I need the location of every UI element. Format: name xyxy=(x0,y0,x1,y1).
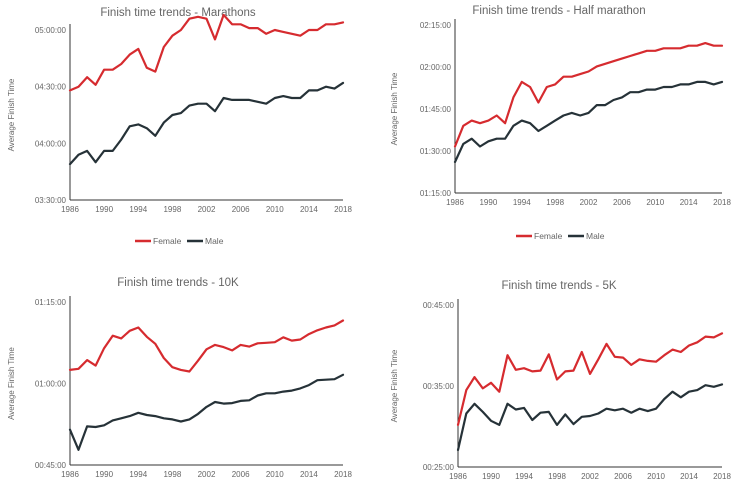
x-tick-label: 2006 xyxy=(613,198,631,207)
x-tick-label: 2010 xyxy=(266,205,284,214)
legend-label-male: Male xyxy=(205,236,224,246)
chart-title: Finish time trends - 10K xyxy=(117,277,239,289)
legend-label-female: Female xyxy=(153,236,182,246)
x-tick-label: 1998 xyxy=(163,205,181,214)
x-tick-label: 2006 xyxy=(614,472,632,481)
chart-title: Finish time trends - Half marathon xyxy=(472,5,645,17)
x-tick-label: 2018 xyxy=(334,205,352,214)
x-tick-label: 2014 xyxy=(300,205,318,214)
x-tick-label: 1994 xyxy=(129,205,147,214)
y-tick-label: 04:30:00 xyxy=(35,83,67,92)
x-tick-label: 2018 xyxy=(713,198,731,207)
x-tick-label: 2014 xyxy=(680,472,698,481)
y-axis-label: Average Finish Time xyxy=(7,78,16,151)
x-tick-label: 1990 xyxy=(95,205,113,214)
y-tick-label: 04:00:00 xyxy=(35,139,67,148)
y-tick-label: 01:45:00 xyxy=(420,105,452,114)
legend-label-male: Male xyxy=(586,231,605,241)
y-tick-label: 01:30:00 xyxy=(420,147,452,156)
y-tick-label: 02:15:00 xyxy=(420,21,452,30)
series-line-female xyxy=(68,13,345,92)
y-axis-label: Average Finish Time xyxy=(390,349,399,422)
x-tick-label: 1998 xyxy=(548,472,566,481)
chart-title: Finish time trends - Marathons xyxy=(100,7,256,19)
x-tick-label: 2010 xyxy=(266,470,284,479)
y-axis-label: Average Finish Time xyxy=(390,72,399,145)
x-tick-label: 1994 xyxy=(513,198,531,207)
series-line-male xyxy=(453,80,724,164)
x-tick-label: 2002 xyxy=(198,470,216,479)
x-tick-label: 2014 xyxy=(680,198,698,207)
y-tick-label: 01:15:00 xyxy=(420,189,452,198)
x-tick-label: 2018 xyxy=(713,472,731,481)
x-tick-label: 2002 xyxy=(198,205,216,214)
series-line-male xyxy=(68,81,345,166)
y-tick-label: 00:25:00 xyxy=(423,463,455,472)
y-tick-label: 00:35:00 xyxy=(423,382,455,391)
x-tick-label: 2002 xyxy=(581,472,599,481)
series-line-female xyxy=(453,41,724,148)
x-tick-label: 2010 xyxy=(647,472,665,481)
y-tick-label: 00:45:00 xyxy=(423,301,455,310)
series-line-male xyxy=(68,373,345,451)
y-axis-label: Average Finish Time xyxy=(7,347,16,420)
legend-label-female: Female xyxy=(534,231,563,241)
x-tick-label: 2006 xyxy=(232,205,250,214)
x-tick-label: 1990 xyxy=(479,198,497,207)
y-tick-label: 03:30:00 xyxy=(35,196,67,205)
series-line-female xyxy=(456,332,724,426)
x-tick-label: 2018 xyxy=(334,470,352,479)
x-tick-label: 2006 xyxy=(232,470,250,479)
y-tick-label: 01:15:00 xyxy=(35,298,67,307)
series-line-male xyxy=(456,383,724,452)
x-tick-label: 1998 xyxy=(546,198,564,207)
x-tick-label: 1994 xyxy=(515,472,533,481)
y-tick-label: 01:00:00 xyxy=(35,380,67,389)
y-tick-label: 02:00:00 xyxy=(420,63,452,72)
x-tick-label: 1986 xyxy=(61,470,79,479)
chart-title: Finish time trends - 5K xyxy=(501,280,616,292)
x-tick-label: 2010 xyxy=(646,198,664,207)
x-tick-label: 2002 xyxy=(580,198,598,207)
x-tick-label: 1998 xyxy=(163,470,181,479)
series-line-female xyxy=(68,319,345,373)
x-tick-label: 1986 xyxy=(61,205,79,214)
x-tick-label: 1990 xyxy=(95,470,113,479)
y-tick-label: 05:00:00 xyxy=(35,26,67,35)
y-tick-label: 00:45:00 xyxy=(35,461,67,470)
x-tick-label: 1986 xyxy=(446,198,464,207)
x-tick-label: 1986 xyxy=(449,472,467,481)
x-tick-label: 1994 xyxy=(129,470,147,479)
x-tick-label: 2014 xyxy=(300,470,318,479)
x-tick-label: 1990 xyxy=(482,472,500,481)
